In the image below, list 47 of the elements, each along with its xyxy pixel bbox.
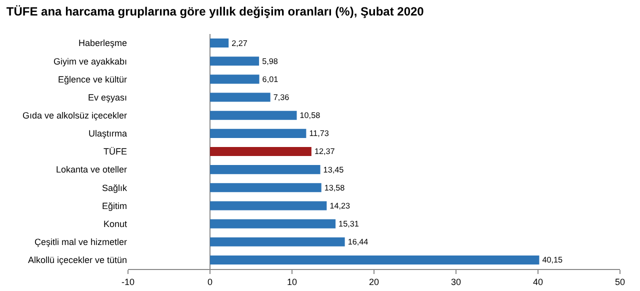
bar <box>210 165 320 174</box>
data-label: 15,31 <box>338 220 360 229</box>
y-tick-label: Lokanta ve oteller <box>56 164 127 175</box>
bar <box>210 110 297 120</box>
bar <box>210 38 229 48</box>
x-tick-label: 20 <box>368 276 380 287</box>
y-tick-label: Ulaştırma <box>88 128 127 139</box>
chart-title: TÜFE ana harcama gruplarına göre yıllık değişim oranları (%), Şubat 2020 <box>6 4 424 19</box>
bar <box>210 56 260 66</box>
data-label: 6,01 <box>262 74 279 84</box>
y-tick-label: Sağlık <box>102 182 128 193</box>
y-tick-label: TÜFE <box>104 146 127 157</box>
x-tick-label: 30 <box>450 276 462 287</box>
data-label: 10,58 <box>300 111 321 120</box>
data-label: 7,36 <box>273 92 290 102</box>
y-tick-label: Alkollü içecekler ve tütün <box>28 255 127 266</box>
y-tick-label: Gıda ve alkolsüz içecekler <box>22 110 127 120</box>
data-label: 13,58 <box>324 183 346 192</box>
y-tick-label: Konut <box>103 218 128 229</box>
data-label: 16,44 <box>348 238 369 247</box>
x-tick-label: 40 <box>532 276 544 287</box>
y-tick-label: Haberleşme <box>78 38 127 48</box>
data-label: 13,45 <box>323 165 344 174</box>
y-tick-label: Giyim ve ayakkabı <box>53 56 127 66</box>
bar <box>210 219 336 228</box>
bar <box>210 146 312 156</box>
bar <box>210 74 260 84</box>
y-tick-label: Eğlence ve kültür <box>58 74 127 84</box>
x-tick-label: 50 <box>614 276 626 287</box>
y-tick-label: Çeşitli mal ve hizmetler <box>34 237 127 248</box>
x-tick-label: 0 <box>207 276 213 287</box>
bar <box>210 128 306 138</box>
data-label: 40,15 <box>542 256 564 265</box>
data-label: 2,27 <box>232 38 248 48</box>
data-label: 12,37 <box>314 147 336 156</box>
bar <box>210 201 327 210</box>
bar <box>210 237 345 246</box>
bar <box>210 255 540 264</box>
data-label: 14,23 <box>330 201 351 210</box>
data-label: 11,73 <box>309 129 330 138</box>
bar <box>210 183 322 192</box>
bar <box>210 92 270 102</box>
x-tick-label: -10 <box>121 276 135 287</box>
y-tick-label: Eğitim <box>102 200 127 211</box>
x-tick-label: 10 <box>286 276 298 287</box>
y-tick-label: Ev eşyası <box>88 92 127 102</box>
data-label: 5,98 <box>262 56 278 66</box>
